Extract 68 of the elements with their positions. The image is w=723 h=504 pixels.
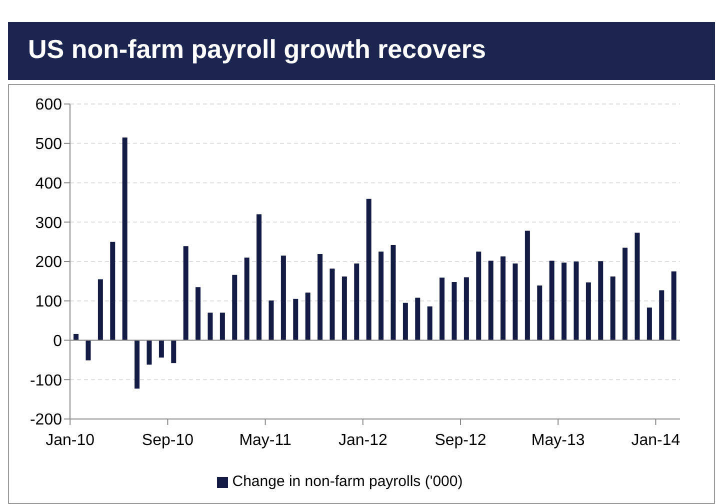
bar [415, 298, 420, 340]
bar [500, 256, 506, 340]
bar [476, 252, 482, 340]
y-tick-label: 0 [53, 332, 62, 350]
bar [196, 287, 201, 340]
bar [122, 137, 128, 340]
x-tick-label: Sep-10 [142, 432, 194, 449]
bar [598, 261, 604, 340]
bar [86, 340, 91, 360]
x-tick-label: May-11 [239, 432, 292, 449]
bar [330, 268, 335, 340]
bar [512, 263, 518, 340]
x-tick-label: Jan-14 [631, 432, 680, 449]
bar [293, 298, 298, 340]
bar [158, 340, 164, 358]
bar [318, 254, 323, 340]
bar [366, 198, 372, 340]
bar [280, 256, 286, 340]
chart-title: US non-farm payroll growth recovers [28, 34, 486, 65]
bar [549, 260, 554, 340]
bar [354, 263, 360, 340]
bar [74, 334, 79, 340]
bar [586, 282, 591, 340]
bar [574, 262, 579, 340]
bar [171, 340, 176, 364]
bar [146, 340, 152, 365]
y-tick-label: 500 [35, 136, 62, 154]
bar [390, 244, 396, 340]
bar [244, 258, 250, 340]
bar [659, 290, 664, 340]
bar [232, 274, 238, 340]
bar [452, 282, 457, 340]
bar [268, 300, 274, 340]
y-tick-label: 600 [35, 96, 62, 114]
bar [646, 308, 652, 340]
x-tick-label: May-13 [531, 432, 585, 449]
y-tick-label: 400 [35, 175, 62, 192]
bar [610, 276, 616, 340]
bar [440, 278, 445, 340]
legend-label: Change in non-farm payrolls ('000) [232, 473, 463, 490]
bar [524, 230, 530, 340]
bar [427, 306, 432, 340]
y-tick-label: 100 [35, 294, 62, 311]
bar [134, 340, 140, 389]
bar [342, 276, 347, 340]
bar [562, 262, 567, 340]
y-tick-label: 300 [35, 214, 62, 232]
x-tick-label: Sep-12 [434, 432, 486, 449]
bar [256, 214, 262, 340]
bar [634, 232, 640, 340]
bar [98, 279, 103, 340]
y-tick-label: 200 [35, 254, 62, 272]
x-tick-label: Jan-10 [46, 432, 95, 449]
bar [402, 302, 408, 340]
bar [622, 248, 628, 340]
bar [537, 286, 542, 340]
bar [305, 292, 310, 340]
bar [464, 277, 469, 340]
bar [183, 246, 188, 340]
bar [488, 260, 494, 340]
bar [208, 312, 213, 340]
y-tick-label: -100 [30, 372, 62, 390]
bar [110, 242, 116, 340]
bar [671, 271, 676, 340]
bar [220, 312, 225, 340]
y-tick-label: -200 [30, 412, 62, 429]
x-tick-label: Jan-12 [338, 432, 388, 449]
bar [378, 252, 384, 340]
